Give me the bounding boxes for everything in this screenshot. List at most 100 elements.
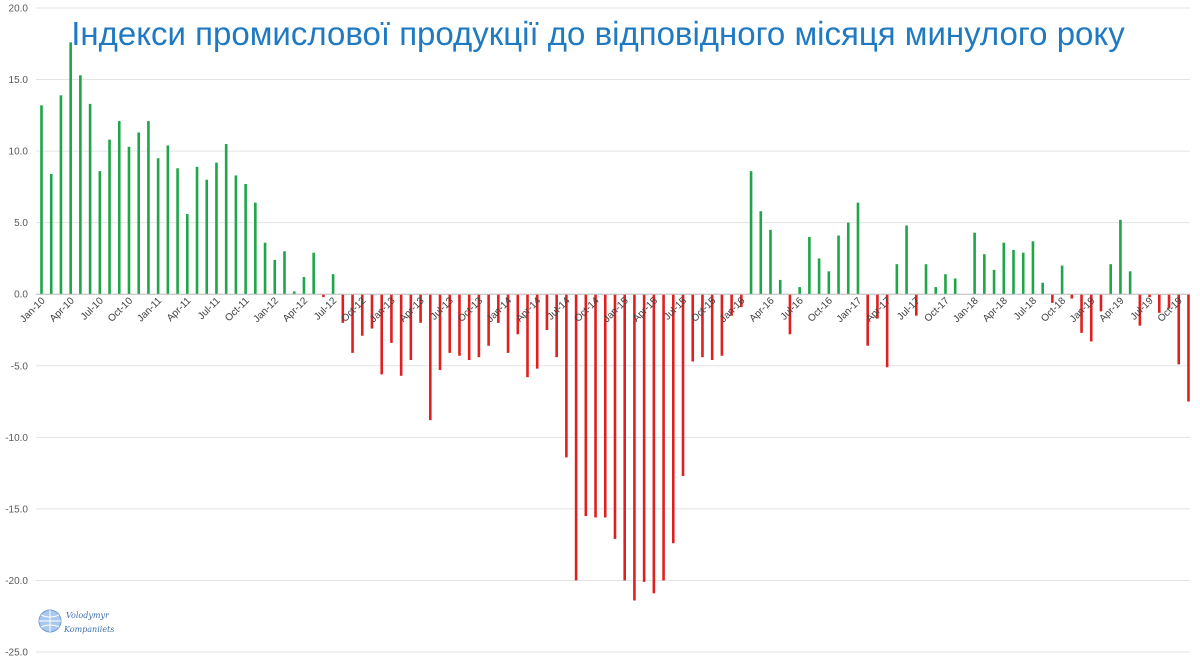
bar (195, 166, 199, 295)
bar (1148, 294, 1151, 298)
watermark: Volodymyr Kompaniiets (38, 609, 114, 634)
bar (360, 294, 364, 336)
bar (302, 277, 306, 295)
bar (740, 294, 743, 308)
bar (642, 294, 646, 582)
x-tick-label: Jan-18 (951, 295, 981, 325)
bar (390, 294, 393, 343)
bar (156, 158, 160, 295)
bar (895, 264, 899, 295)
bar-series (40, 42, 1190, 601)
bar (808, 236, 811, 295)
bar (526, 294, 529, 378)
bar (273, 259, 277, 295)
bar (429, 294, 432, 421)
bar (788, 294, 792, 335)
bar (1051, 294, 1054, 303)
x-tick-label: Apr-10 (48, 295, 77, 324)
bar (331, 274, 335, 295)
bar (409, 294, 413, 361)
bar (1080, 294, 1083, 333)
x-tick-label: Jan-11 (135, 295, 164, 324)
x-tick-label: Oct-16 (806, 295, 835, 324)
bar (681, 294, 685, 476)
bar (419, 294, 422, 323)
bar (866, 294, 869, 346)
bar (934, 287, 938, 295)
bar (1021, 252, 1025, 295)
bar (458, 294, 461, 356)
bar (565, 294, 568, 458)
bar (633, 294, 636, 601)
bar (166, 145, 170, 295)
y-tick-label: -15.0 (5, 504, 28, 515)
bar (701, 294, 704, 358)
bar (778, 279, 782, 295)
x-tick-label: Jul-12 (312, 295, 339, 322)
bar (662, 294, 665, 581)
bar (749, 171, 753, 295)
x-tick-label: Apr-16 (748, 295, 777, 324)
bar (477, 294, 481, 358)
bar (710, 294, 714, 361)
bar (885, 294, 889, 368)
bar (1060, 265, 1064, 295)
bar (506, 294, 510, 353)
bar (1119, 219, 1122, 295)
bar (370, 294, 374, 329)
bar (137, 132, 140, 295)
x-tick-label: Oct-10 (106, 295, 135, 324)
bar (254, 202, 257, 295)
bar (594, 294, 597, 518)
y-tick-label: -25.0 (5, 648, 28, 659)
bar (846, 222, 850, 295)
bar (924, 264, 928, 295)
bar (341, 294, 345, 323)
x-tick-label: Oct-11 (223, 295, 252, 324)
bar (1177, 294, 1181, 365)
bar (399, 294, 403, 376)
bar (244, 184, 247, 295)
x-tick-label: Jul-10 (79, 295, 106, 322)
x-tick-label: Apr-11 (165, 295, 194, 324)
bar (983, 254, 986, 295)
bar (1089, 294, 1093, 342)
bar (915, 294, 918, 316)
bar (1099, 294, 1103, 312)
x-tick-label: Jan-17 (835, 295, 865, 325)
bar (798, 287, 801, 295)
watermark-surname: Kompaniiets (63, 625, 114, 634)
bar (953, 278, 957, 295)
bar (613, 294, 617, 539)
x-tick-label: Jul-17 (895, 295, 922, 322)
x-axis-ticks: Jan-10 Apr-10 Jul-10 Oct-10 Jan-11 Apr-11 Jul-… (18, 295, 1185, 325)
bar (1138, 294, 1142, 326)
bar (856, 202, 860, 295)
bar (215, 162, 218, 295)
bar (720, 294, 724, 356)
bar (944, 274, 947, 295)
bar (1167, 294, 1171, 309)
bar (769, 229, 772, 295)
bar (380, 294, 383, 375)
bar (1041, 282, 1044, 295)
bar (876, 294, 879, 319)
bar (827, 271, 831, 295)
bar (186, 214, 189, 295)
x-tick-label: Apr-18 (981, 295, 1010, 324)
bar (905, 225, 908, 295)
bar (147, 121, 150, 295)
bar (691, 294, 695, 362)
bar (224, 143, 228, 295)
bar (516, 294, 520, 335)
bar (117, 121, 121, 295)
x-tick-label: Jul-18 (1012, 295, 1039, 322)
bar (69, 42, 72, 295)
bar (322, 294, 325, 298)
bar (205, 179, 209, 295)
bar (234, 175, 238, 295)
bar (59, 95, 63, 295)
x-tick-label: Apr-12 (281, 295, 310, 324)
chart-title: Індекси промислової продукції до відпові… (71, 15, 1125, 52)
